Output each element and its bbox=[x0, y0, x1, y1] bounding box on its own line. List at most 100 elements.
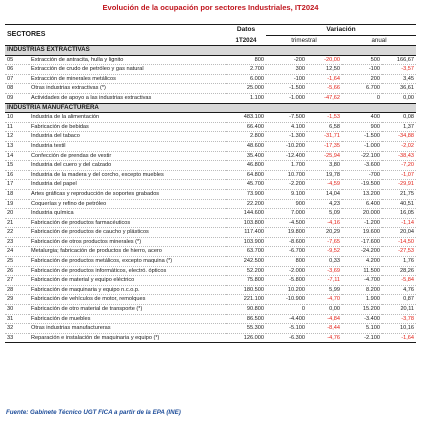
datos-cell: 800 bbox=[226, 55, 267, 66]
header-anual: anual bbox=[342, 35, 417, 46]
datos-cell: 55.300 bbox=[226, 323, 267, 334]
trimestral-abs-cell: 0 bbox=[266, 304, 308, 315]
table-row: 17 Industria del papel 45.700 -2.200 -4,59 -1… bbox=[5, 179, 417, 190]
table-row: 30 Fabricación de otro material de transp… bbox=[5, 304, 417, 315]
trimestral-pct-cell: -9,52 bbox=[307, 246, 343, 258]
trimestral-pct-cell: 6,58 bbox=[307, 122, 343, 133]
trimestral-pct-cell: -7,65 bbox=[307, 237, 343, 248]
anual-pct-cell: -29,91 bbox=[382, 179, 417, 190]
anual-pct-cell: -27,53 bbox=[382, 246, 417, 258]
anual-abs-cell: 4.200 bbox=[342, 256, 383, 267]
sector-code-cell: 17 bbox=[5, 179, 29, 190]
datos-cell: 73.900 bbox=[226, 189, 267, 200]
trimestral-pct-cell: 20,29 bbox=[307, 227, 343, 238]
sector-name-cell: Industria química bbox=[29, 208, 227, 219]
anual-abs-cell: -1.500 bbox=[342, 131, 383, 142]
table-row: 05 Extracción de antracita, hulla y ligni… bbox=[5, 55, 417, 66]
anual-pct-cell: 0,00 bbox=[382, 93, 417, 104]
anual-abs-cell: -1.000 bbox=[342, 141, 383, 152]
anual-pct-cell: 16,05 bbox=[382, 208, 417, 219]
sector-code-cell: 05 bbox=[5, 55, 29, 66]
sector-code-cell: 33 bbox=[5, 333, 29, 344]
anual-pct-cell: -34,88 bbox=[382, 131, 417, 142]
datos-cell: 103.900 bbox=[226, 237, 267, 248]
anual-abs-cell: 6.400 bbox=[342, 199, 383, 210]
table-row: 23 Fabricación de otros productos mineral… bbox=[5, 237, 417, 248]
sector-code-cell: 08 bbox=[5, 83, 29, 94]
sector-code-cell: 30 bbox=[5, 304, 29, 315]
sector-name-cell: Extracción de minerales metálicos bbox=[29, 74, 227, 85]
anual-abs-cell: 15.200 bbox=[342, 304, 383, 315]
datos-cell: 1.100 bbox=[226, 93, 267, 104]
sector-code-cell: 24 bbox=[5, 246, 29, 258]
sector-code-cell: 26 bbox=[5, 266, 29, 277]
trimestral-abs-cell: -6.300 bbox=[266, 333, 308, 344]
trimestral-pct-cell: 5,99 bbox=[307, 285, 343, 296]
source-note: Fuente: Gabinete Técnico UGT FICA a part… bbox=[6, 409, 181, 416]
anual-pct-cell: 0,87 bbox=[382, 294, 417, 306]
trimestral-pct-cell: -47,62 bbox=[307, 93, 343, 104]
table-row: 33 Reparación e instalación de maquinaria… bbox=[5, 333, 417, 344]
trimestral-pct-cell: -8,44 bbox=[307, 323, 343, 334]
sector-name-cell: Fabricación de material y equipo eléctri… bbox=[29, 275, 227, 286]
datos-cell: 22.200 bbox=[226, 199, 267, 210]
table-row: 22 Fabricación de productos de caucho y p… bbox=[5, 227, 417, 238]
anual-abs-cell: 19.600 bbox=[342, 227, 383, 238]
trimestral-abs-cell: 10.700 bbox=[266, 170, 308, 181]
table-row: 28 Fabricación de maquinaria y equipo n.c… bbox=[5, 285, 417, 296]
trimestral-pct-cell: -4,16 bbox=[307, 218, 343, 229]
anual-abs-cell: 8.200 bbox=[342, 285, 383, 296]
datos-cell: 66.400 bbox=[226, 122, 267, 133]
sector-name-cell: Industria del tabaco bbox=[29, 131, 227, 142]
sector-name-cell: Industria textil bbox=[29, 141, 227, 152]
table-row: 20 Industria química 144.600 7.000 5,09 20.00… bbox=[5, 208, 417, 219]
trimestral-abs-cell: 900 bbox=[266, 199, 308, 210]
trimestral-pct-cell: -3,69 bbox=[307, 266, 343, 277]
anual-pct-cell: -1,14 bbox=[382, 218, 417, 229]
sector-code-cell: 25 bbox=[5, 256, 29, 267]
anual-abs-cell: -1.200 bbox=[342, 218, 383, 229]
sector-name-cell: Industria del papel bbox=[29, 179, 227, 190]
sector-name-cell: Metalurgia; fabricación de productos de … bbox=[29, 246, 227, 258]
datos-cell: 45.700 bbox=[226, 179, 267, 190]
datos-cell: 126.000 bbox=[226, 333, 267, 344]
anual-abs-cell: -3.600 bbox=[342, 160, 383, 171]
sector-name-cell: Extracción de crudo de petróleo y gas na… bbox=[29, 64, 227, 75]
header-trimestral: trimestral bbox=[266, 35, 343, 46]
anual-pct-cell: -3,78 bbox=[382, 314, 417, 325]
anual-pct-cell: 1,37 bbox=[382, 122, 417, 133]
trimestral-pct-cell: -4,70 bbox=[307, 294, 343, 306]
anual-pct-cell: -14,50 bbox=[382, 237, 417, 248]
anual-abs-cell: 20.000 bbox=[342, 208, 383, 219]
sector-code-cell: 19 bbox=[5, 199, 29, 210]
table-row: 24 Metalurgia; fabricación de productos d… bbox=[5, 246, 417, 258]
sector-name-cell: Fabricación de otros productos minerales… bbox=[29, 237, 227, 248]
sector-name-cell: Otras industrias extractivas (*) bbox=[29, 83, 227, 94]
datos-cell: 64.800 bbox=[226, 170, 267, 181]
anual-pct-cell: 1,76 bbox=[382, 256, 417, 267]
trimestral-pct-cell: 19,78 bbox=[307, 170, 343, 181]
sector-name-cell: Fabricación de productos informáticos, e… bbox=[29, 266, 227, 277]
anual-pct-cell: -2,02 bbox=[382, 141, 417, 152]
occupation-table-container: SECTORES Datos Variación 1T2024 trimestr… bbox=[5, 24, 417, 344]
anual-abs-cell: 0 bbox=[342, 93, 383, 104]
sector-code-cell: 23 bbox=[5, 237, 29, 248]
trimestral-abs-cell: -8.600 bbox=[266, 237, 308, 248]
sector-name-cell: Industria de la madera y del corcho, exc… bbox=[29, 170, 227, 181]
sector-name-cell: Confección de prendas de vestir bbox=[29, 151, 227, 162]
table-row: 07 Extracción de minerales metálicos 6.000… bbox=[5, 74, 417, 85]
table-row: 14 Confección de prendas de vestir 35.400-… bbox=[5, 151, 417, 162]
table-title: Evolución de la ocupación por sectores I… bbox=[102, 3, 319, 12]
trimestral-abs-cell: 7.000 bbox=[266, 208, 308, 219]
trimestral-abs-cell: -1.500 bbox=[266, 83, 308, 94]
sector-code-cell: 32 bbox=[5, 323, 29, 334]
sector-code-cell: 07 bbox=[5, 74, 29, 85]
anual-pct-cell: 0,08 bbox=[382, 112, 417, 123]
anual-abs-cell: -4.700 bbox=[342, 275, 383, 286]
trimestral-pct-cell: -31,71 bbox=[307, 131, 343, 142]
table-row: 11 Fabricación de bebidas 66.400 4.100 6,58 9… bbox=[5, 122, 417, 133]
trimestral-pct-cell: -1,64 bbox=[307, 74, 343, 85]
trimestral-pct-cell: 14,04 bbox=[307, 189, 343, 200]
anual-pct-cell: 20,11 bbox=[382, 304, 417, 315]
sector-code-cell: 06 bbox=[5, 64, 29, 75]
